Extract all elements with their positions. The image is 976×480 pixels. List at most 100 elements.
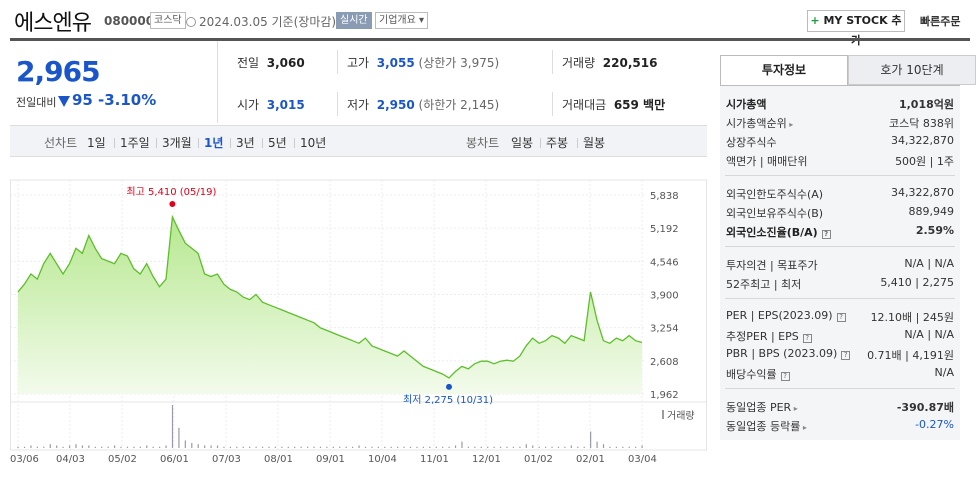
help-icon[interactable]: ? <box>802 334 812 343</box>
info-value-shares: 34,322,870 <box>891 134 954 147</box>
volume-bar <box>397 446 399 448</box>
investment-info-panel <box>720 85 960 440</box>
volume-bar <box>454 445 457 448</box>
period-tab-2[interactable]: 3개월 <box>162 136 192 150</box>
period-tab-3[interactable]: 1년 <box>204 136 224 150</box>
period-tab-0[interactable]: 1일 <box>87 136 106 150</box>
candle-tab-0[interactable]: 일봉 <box>511 136 534 150</box>
period-divider <box>540 138 541 148</box>
info-value-market_cap: 1,018억원 <box>898 98 954 111</box>
x-tick-label: 04/03 <box>56 454 85 465</box>
volume-bar <box>429 446 431 448</box>
help-icon[interactable]: ? <box>836 313 846 322</box>
period-tab-6[interactable]: 10년 <box>300 136 327 150</box>
candle-tab-1[interactable]: 주봉 <box>546 136 569 150</box>
volume-bar <box>448 446 450 448</box>
info-value-par: 500원 | 1주 <box>895 155 954 168</box>
x-tick-label: 02/01 <box>576 454 605 465</box>
volume-bar <box>506 446 508 448</box>
y-tick-label: 4,546 <box>650 257 679 268</box>
volume-bar <box>49 444 51 448</box>
tab-investment-info[interactable]: 투자정보 <box>720 55 848 85</box>
volume-bar <box>204 445 206 448</box>
info-divider <box>725 298 955 299</box>
period-tab-4[interactable]: 3년 <box>236 136 255 150</box>
y-tick-label: 5,192 <box>650 224 679 235</box>
volume-bar <box>577 446 579 448</box>
volume-bar <box>635 446 637 448</box>
realtime-badge[interactable]: 실시간 <box>336 12 372 29</box>
period-tab-5[interactable]: 5년 <box>268 136 287 150</box>
market-badge: 코스닥 <box>150 12 186 29</box>
volume-bar <box>126 446 129 448</box>
volume-bar <box>171 405 174 448</box>
volume-bar <box>583 446 585 448</box>
info-value-est: N/A | N/A <box>904 328 954 341</box>
trade-amount: 거래대금 659 백만 <box>562 98 666 112</box>
info-label-pbr[interactable]: PBR | BPS (2023.09)? <box>726 347 851 360</box>
info-label-range52: 52주최고 | 최저 <box>726 278 802 291</box>
volume-bar <box>474 446 476 448</box>
info-label-foreign_hold: 외국인보유주식수(B) <box>726 207 824 220</box>
volume-bar <box>371 446 373 448</box>
clock-icon <box>186 17 196 27</box>
volume-legend-label: 거래량 <box>667 410 695 422</box>
volume-bar <box>352 446 354 448</box>
quick-order-link[interactable]: 빠른주문 <box>920 15 961 28</box>
chevron-right-icon: ▸ <box>786 120 794 129</box>
candle-tab-2[interactable]: 월봉 <box>583 136 606 150</box>
volume-bar <box>165 445 167 448</box>
period-divider <box>262 138 263 148</box>
volume-bar <box>268 446 270 448</box>
volume-bar <box>403 446 405 448</box>
info-label-per[interactable]: PER | EPS(2023.09)? <box>726 309 846 322</box>
company-overview-dropdown[interactable]: 기업개요 ▾ <box>375 12 428 29</box>
info-label-sector_per[interactable]: 동일업종 PER ▸ <box>726 401 798 414</box>
tab-order-book[interactable]: 호가 10단계 <box>848 55 976 85</box>
info-label-est[interactable]: 추정PER | EPS? <box>726 328 812 344</box>
volume-bar <box>30 445 32 448</box>
info-label-opinion: 투자의견 | 목표주가 <box>726 259 818 272</box>
volume-bar <box>538 446 540 448</box>
help-icon[interactable]: ? <box>780 372 790 381</box>
volume-bar <box>62 446 64 448</box>
period-divider <box>230 138 231 148</box>
open-price: 시가 3,015 <box>237 98 305 112</box>
period-tab-1[interactable]: 1주일 <box>120 136 150 150</box>
volume-legend-icon <box>662 410 664 419</box>
info-label-foreign_ratio[interactable]: 외국인소진율(B/A)? <box>726 224 831 240</box>
info-divider <box>725 175 955 176</box>
volume-bar <box>358 445 360 448</box>
volume: 거래량 220,516 <box>562 56 658 70</box>
help-icon[interactable]: ? <box>821 230 831 239</box>
x-tick-label: 07/03 <box>212 454 241 465</box>
info-label-shares: 상장주식수 <box>726 136 777 149</box>
volume-bar <box>236 446 238 448</box>
volume-bar <box>339 446 341 448</box>
price-change: 95 <box>72 91 93 109</box>
info-label-cap_rank[interactable]: 시가총액순위 ▸ <box>726 117 794 130</box>
volume-bar <box>551 446 553 448</box>
volume-bar <box>43 446 45 448</box>
high-label: 최고 5,410 (05/19) <box>126 186 216 198</box>
volume-bar <box>159 446 161 448</box>
volume-bar <box>409 446 412 448</box>
divider <box>552 50 553 74</box>
info-value-opinion: N/A | N/A <box>904 257 954 270</box>
info-label-sector_chg[interactable]: 동일업종 등락률 ▸ <box>726 420 807 433</box>
low-marker <box>446 383 453 390</box>
period-divider <box>577 138 578 148</box>
period-divider <box>198 138 199 148</box>
volume-bar <box>287 446 289 448</box>
add-my-stock-button[interactable]: + MY STOCK 추가 <box>807 10 905 47</box>
help-icon[interactable]: ? <box>841 351 851 360</box>
volume-bar <box>101 446 103 448</box>
volume-bar <box>81 445 84 448</box>
volume-bar <box>274 446 277 448</box>
info-label-foreign_limit: 외국인한도주식수(A) <box>726 188 824 201</box>
x-tick-label: 08/01 <box>264 454 293 465</box>
volume-bar <box>319 446 322 448</box>
info-label-div[interactable]: 배당수익률? <box>726 366 790 382</box>
stock-code: 080000 <box>104 14 155 28</box>
y-tick-label: 3,900 <box>650 291 679 302</box>
